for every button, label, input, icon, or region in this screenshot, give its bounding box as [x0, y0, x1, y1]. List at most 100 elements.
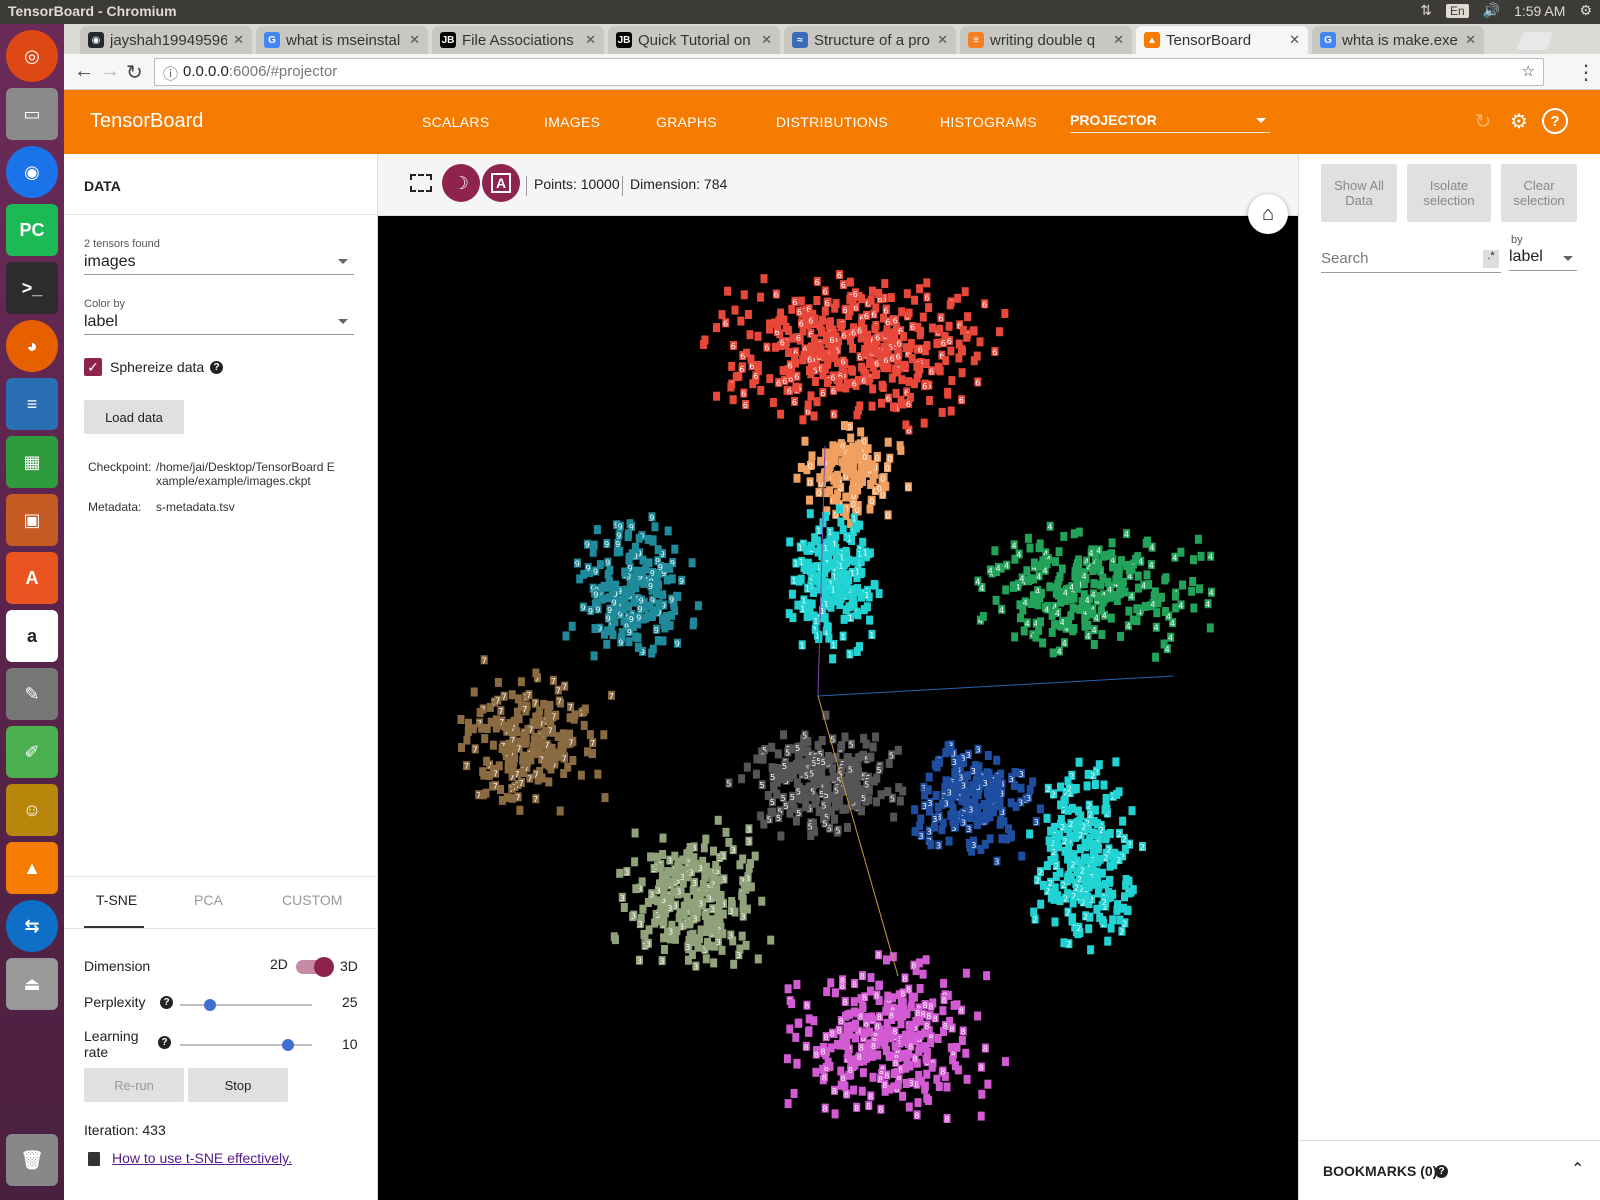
point-sprite[interactable]: [702, 862, 710, 872]
point-sprite[interactable]: [641, 931, 649, 941]
point-sprite[interactable]: [1061, 835, 1069, 845]
point-sprite[interactable]: [949, 1055, 957, 1065]
point-sprite[interactable]: [586, 730, 594, 740]
point-sprite[interactable]: [974, 790, 982, 800]
chrome-menu-icon[interactable]: ⋮: [1576, 62, 1596, 84]
point-sprite[interactable]: [767, 935, 775, 945]
point-sprite[interactable]: [674, 861, 682, 871]
point-sprite[interactable]: [939, 799, 946, 809]
point-sprite[interactable]: [791, 353, 799, 363]
point-sprite[interactable]: [798, 747, 806, 757]
point-sprite[interactable]: [812, 1067, 820, 1077]
close-icon[interactable]: ✕: [585, 32, 596, 47]
point-sprite[interactable]: [1052, 557, 1059, 567]
point-sprite[interactable]: [884, 437, 892, 447]
point-sprite[interactable]: [712, 861, 720, 870]
point-sprite[interactable]: [530, 745, 538, 755]
point-sprite[interactable]: [859, 537, 867, 547]
point-sprite[interactable]: [1083, 556, 1091, 566]
point-sprite[interactable]: [857, 333, 865, 343]
point-sprite[interactable]: [648, 585, 656, 595]
point-sprite[interactable]: [587, 605, 595, 615]
point-sprite[interactable]: [875, 996, 883, 1005]
point-sprite[interactable]: [830, 409, 838, 419]
point-sprite[interactable]: [1077, 829, 1085, 839]
point-sprite[interactable]: [1140, 580, 1148, 590]
point-sprite[interactable]: [639, 555, 647, 565]
point-sprite[interactable]: [879, 489, 887, 499]
point-sprite[interactable]: [911, 1022, 919, 1032]
point-sprite[interactable]: [663, 612, 670, 621]
point-sprite[interactable]: [853, 764, 861, 774]
point-sprite[interactable]: [579, 602, 587, 612]
point-sprite[interactable]: [1115, 855, 1123, 864]
point-sprite[interactable]: [982, 807, 990, 817]
point-sprite[interactable]: [947, 740, 955, 750]
point-sprite[interactable]: [931, 814, 939, 823]
point-sprite[interactable]: [1067, 819, 1075, 829]
point-sprite[interactable]: [1128, 806, 1136, 816]
point-sprite[interactable]: [1099, 916, 1107, 925]
close-icon[interactable]: ✕: [937, 32, 948, 47]
point-sprite[interactable]: [844, 1025, 852, 1035]
point-sprite[interactable]: [911, 295, 919, 305]
point-sprite[interactable]: [657, 562, 665, 571]
point-sprite[interactable]: [735, 950, 743, 960]
point-sprite[interactable]: [850, 599, 858, 608]
point-sprite[interactable]: [943, 798, 950, 808]
point-sprite[interactable]: [955, 353, 963, 363]
point-sprite[interactable]: [739, 876, 747, 886]
point-sprite[interactable]: [626, 562, 634, 572]
point-sprite[interactable]: [1096, 854, 1104, 864]
point-sprite[interactable]: [793, 778, 801, 788]
dimension-toggle-knob[interactable]: [314, 957, 334, 977]
cluster-digit-1[interactable]: 1111111111111111111111111111111111111111…: [785, 504, 883, 664]
point-sprite[interactable]: [485, 771, 493, 781]
point-sprite[interactable]: [656, 862, 664, 872]
point-sprite[interactable]: [917, 814, 925, 824]
point-sprite[interactable]: [774, 321, 781, 330]
point-sprite[interactable]: [893, 367, 901, 377]
point-sprite[interactable]: [896, 441, 904, 451]
point-sprite[interactable]: [869, 362, 877, 372]
point-sprite[interactable]: [836, 600, 844, 609]
point-sprite[interactable]: [1019, 605, 1027, 615]
point-sprite[interactable]: [884, 463, 891, 473]
point-sprite[interactable]: [859, 1003, 867, 1013]
point-sprite[interactable]: [781, 760, 789, 770]
point-sprite[interactable]: [842, 804, 850, 814]
point-sprite[interactable]: [1031, 914, 1039, 924]
point-sprite[interactable]: [847, 519, 855, 528]
point-sprite[interactable]: [739, 903, 747, 913]
point-sprite[interactable]: [821, 613, 829, 623]
point-sprite[interactable]: [828, 546, 836, 556]
point-sprite[interactable]: [995, 779, 1003, 789]
point-sprite[interactable]: [803, 1000, 811, 1010]
point-sprite[interactable]: [786, 360, 794, 370]
point-sprite[interactable]: [659, 833, 667, 843]
point-sprite[interactable]: [974, 812, 982, 822]
point-sprite[interactable]: [837, 322, 845, 332]
point-sprite[interactable]: [820, 352, 828, 362]
point-sprite[interactable]: [679, 878, 687, 888]
point-sprite[interactable]: [886, 453, 894, 463]
point-sprite[interactable]: [883, 328, 891, 338]
chevron-up-icon[interactable]: ⌃: [1571, 1161, 1585, 1178]
point-sprite[interactable]: [687, 898, 695, 908]
point-sprite[interactable]: [809, 309, 817, 319]
point-sprite[interactable]: [830, 596, 837, 606]
point-sprite[interactable]: [860, 733, 868, 743]
point-sprite[interactable]: [725, 778, 733, 788]
point-sprite[interactable]: [577, 770, 585, 780]
point-sprite[interactable]: [707, 923, 714, 933]
point-sprite[interactable]: [816, 761, 824, 771]
point-sprite[interactable]: [960, 817, 968, 827]
point-sprite[interactable]: [933, 1074, 941, 1084]
point-sprite[interactable]: [625, 571, 633, 581]
point-sprite[interactable]: [1145, 580, 1153, 590]
point-sprite[interactable]: [560, 769, 568, 778]
point-sprite[interactable]: [905, 984, 913, 994]
point-sprite[interactable]: [1089, 770, 1097, 780]
keyboard-language[interactable]: En: [1445, 3, 1469, 18]
point-sprite[interactable]: [869, 742, 877, 752]
